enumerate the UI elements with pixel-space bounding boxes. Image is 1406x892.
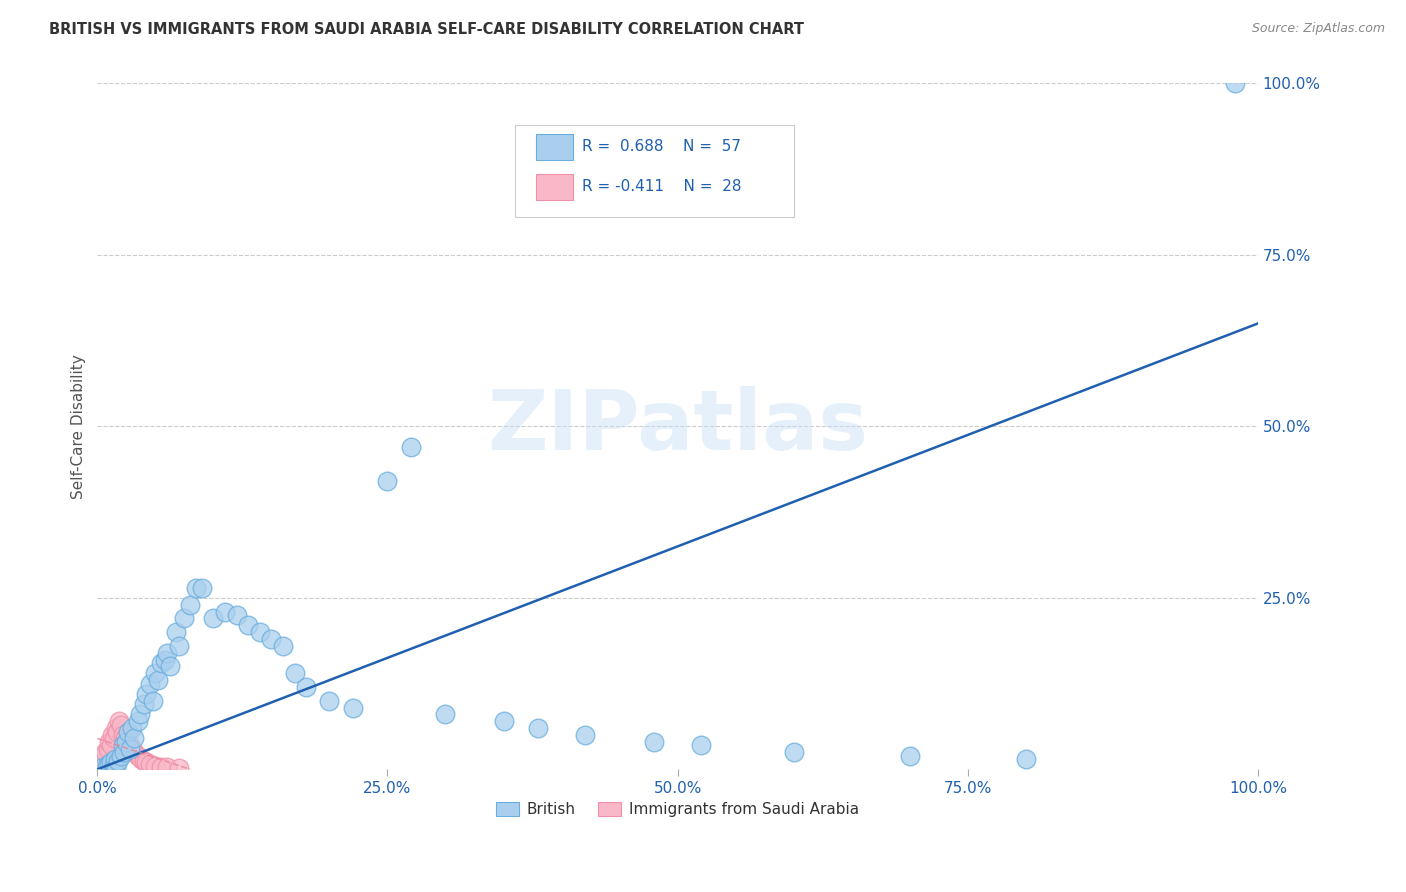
Point bbox=[129, 707, 152, 722]
Legend: British, Immigrants from Saudi Arabia: British, Immigrants from Saudi Arabia bbox=[489, 796, 865, 823]
Point bbox=[342, 700, 364, 714]
Point bbox=[135, 756, 157, 770]
Point bbox=[191, 581, 214, 595]
Point bbox=[167, 761, 190, 775]
Point bbox=[104, 752, 127, 766]
FancyBboxPatch shape bbox=[536, 134, 574, 161]
Point bbox=[124, 731, 146, 746]
Point bbox=[238, 618, 260, 632]
Point bbox=[97, 735, 120, 749]
Point bbox=[260, 632, 283, 646]
Point bbox=[107, 754, 129, 768]
Point bbox=[225, 607, 247, 622]
Point bbox=[96, 759, 118, 773]
Point bbox=[100, 756, 122, 770]
Point bbox=[159, 659, 181, 673]
FancyBboxPatch shape bbox=[536, 174, 574, 200]
Y-axis label: Self-Care Disability: Self-Care Disability bbox=[72, 354, 86, 499]
Point bbox=[284, 666, 307, 681]
Point bbox=[295, 680, 318, 694]
Point bbox=[97, 756, 120, 771]
Point bbox=[89, 756, 111, 770]
Point bbox=[118, 741, 141, 756]
Point bbox=[138, 676, 160, 690]
Point bbox=[105, 724, 128, 739]
Point bbox=[103, 758, 125, 772]
Point bbox=[153, 652, 176, 666]
Point bbox=[110, 717, 132, 731]
Point bbox=[434, 707, 457, 722]
Point bbox=[132, 697, 155, 711]
Point bbox=[184, 581, 207, 595]
Point bbox=[214, 605, 236, 619]
Text: Source: ZipAtlas.com: Source: ZipAtlas.com bbox=[1251, 22, 1385, 36]
Point bbox=[146, 673, 169, 687]
Point bbox=[1015, 752, 1038, 766]
Point bbox=[121, 721, 143, 735]
Point bbox=[91, 760, 114, 774]
Point bbox=[132, 754, 155, 768]
Point bbox=[165, 625, 187, 640]
Point bbox=[689, 739, 711, 753]
Point bbox=[898, 748, 921, 763]
Point bbox=[131, 752, 153, 766]
Point bbox=[156, 760, 179, 774]
Point bbox=[145, 759, 167, 773]
FancyBboxPatch shape bbox=[515, 125, 793, 217]
Point bbox=[377, 475, 399, 489]
Point bbox=[643, 735, 665, 749]
Point bbox=[118, 739, 141, 753]
Point bbox=[97, 741, 120, 756]
Point bbox=[145, 666, 167, 681]
Point bbox=[150, 759, 173, 773]
Point bbox=[100, 739, 122, 753]
Point bbox=[127, 748, 149, 763]
Point bbox=[127, 714, 149, 729]
Point bbox=[202, 611, 225, 625]
Text: R =  0.688    N =  57: R = 0.688 N = 57 bbox=[582, 139, 741, 154]
Point bbox=[110, 748, 132, 763]
Point bbox=[150, 656, 173, 670]
Text: BRITISH VS IMMIGRANTS FROM SAUDI ARABIA SELF-CARE DISABILITY CORRELATION CHART: BRITISH VS IMMIGRANTS FROM SAUDI ARABIA … bbox=[49, 22, 804, 37]
Point bbox=[167, 639, 190, 653]
Point bbox=[101, 728, 124, 742]
Point bbox=[142, 694, 165, 708]
Point bbox=[179, 598, 201, 612]
Point bbox=[117, 724, 139, 739]
Point bbox=[91, 748, 114, 763]
Point bbox=[94, 745, 117, 759]
Point bbox=[318, 694, 340, 708]
Point bbox=[492, 714, 515, 729]
Point bbox=[249, 625, 271, 640]
Point bbox=[124, 745, 146, 759]
Point bbox=[91, 752, 114, 766]
Point bbox=[117, 735, 139, 749]
Point bbox=[103, 731, 125, 746]
Point bbox=[115, 735, 138, 749]
Point bbox=[399, 440, 422, 454]
Point bbox=[135, 687, 157, 701]
Point bbox=[782, 745, 804, 759]
Point bbox=[271, 639, 294, 653]
Point bbox=[156, 646, 179, 660]
Point bbox=[574, 728, 596, 742]
Text: ZIPatlas: ZIPatlas bbox=[486, 386, 868, 467]
Point bbox=[1223, 77, 1246, 91]
Point bbox=[121, 741, 143, 756]
Point bbox=[114, 731, 136, 746]
Point bbox=[173, 611, 195, 625]
Point bbox=[108, 714, 131, 729]
Point bbox=[111, 728, 134, 742]
Text: R = -0.411    N =  28: R = -0.411 N = 28 bbox=[582, 178, 742, 194]
Point bbox=[111, 739, 134, 753]
Point bbox=[138, 756, 160, 771]
Point bbox=[104, 759, 127, 773]
Point bbox=[527, 721, 550, 735]
Point bbox=[104, 721, 127, 735]
Point bbox=[112, 745, 135, 759]
